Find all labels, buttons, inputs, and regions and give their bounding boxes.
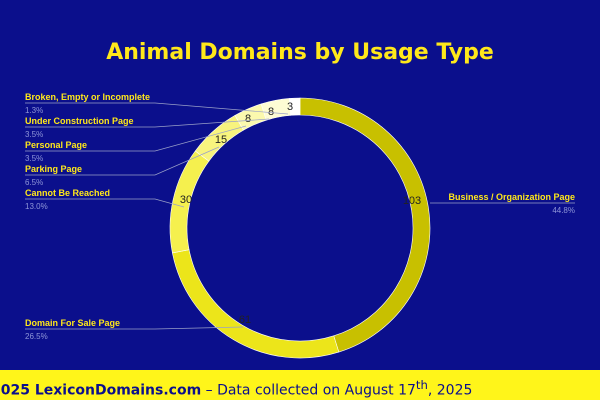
leader-line-parking-page [25, 146, 220, 176]
value-label-domain-for-sale-page: 61 [239, 314, 251, 326]
slice-business-organization-page [299, 97, 431, 353]
footer-text-end: , 2025 [427, 382, 473, 399]
value-label-under-construction-page: 8 [268, 106, 274, 118]
leader-line-broken-empty-or-incomplete [25, 102, 289, 115]
footer-bar: 2025 LexiconDomains.com – Data collected… [0, 370, 600, 400]
percent-label-business-organization-page: 44.8% [552, 206, 575, 215]
percent-label-domain-for-sale-page: 26.5% [25, 332, 48, 341]
footer-brand: 2025 LexiconDomains.com [0, 382, 202, 399]
value-label-parking-page: 15 [215, 134, 227, 146]
leader-line-cannot-be-reached [25, 198, 185, 208]
value-label-business-organization-page: 103 [403, 195, 421, 207]
percent-label-broken-empty-or-incomplete: 1.3% [25, 106, 43, 115]
leader-line-domain-for-sale-page [25, 326, 244, 330]
chart-title: Animal Domains by Usage Type [106, 40, 494, 65]
footer-content: 2025 LexiconDomains.com – Data collected… [0, 370, 472, 400]
percent-label-cannot-be-reached: 13.0% [25, 202, 48, 211]
category-label-business-organization-page: Business / Organization Page [448, 192, 575, 202]
footer-sup: th [415, 378, 428, 392]
value-label-cannot-be-reached: 30 [180, 194, 192, 206]
leader-line-under-construction-page [25, 118, 270, 128]
percent-label-parking-page: 6.5% [25, 178, 43, 187]
value-label-personal-page: 8 [245, 113, 251, 125]
percent-label-under-construction-page: 3.5% [25, 130, 43, 139]
category-label-broken-empty-or-incomplete: Broken, Empty or Incomplete [25, 92, 150, 102]
value-label-broken-empty-or-incomplete: 3 [287, 101, 293, 113]
leader-line-personal-page [25, 125, 247, 152]
percent-label-personal-page: 3.5% [25, 154, 43, 163]
category-label-parking-page: Parking Page [25, 164, 82, 174]
slice-domain-for-sale-page [172, 249, 340, 359]
footer-text: – Data collected on August 17 [201, 382, 416, 399]
category-label-personal-page: Personal Page [25, 140, 87, 150]
slice-broken-empty-or-incomplete [288, 97, 301, 116]
category-label-cannot-be-reached: Cannot Be Reached [25, 188, 110, 198]
category-label-under-construction-page: Under Construction Page [25, 116, 134, 126]
category-label-domain-for-sale-page: Domain For Sale Page [25, 318, 120, 328]
